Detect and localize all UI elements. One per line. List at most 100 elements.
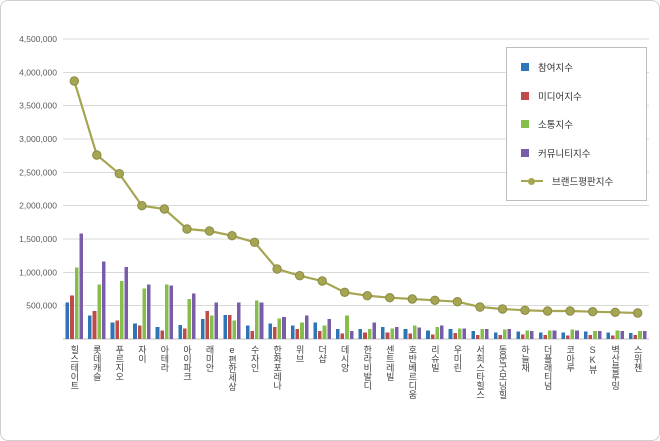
bar-media	[160, 330, 164, 339]
bar-community	[394, 327, 399, 339]
bar-participation	[583, 331, 588, 339]
y-axis-tick-label: 4,000,000	[19, 67, 57, 77]
bar-community	[101, 261, 106, 339]
bar-communication	[255, 300, 259, 339]
bar-media	[520, 334, 525, 339]
bar-community	[214, 302, 219, 339]
y-axis-tick-label: 1,000,000	[19, 267, 57, 277]
bar-participation	[381, 327, 385, 339]
legend-marker-participation-icon	[521, 63, 529, 71]
y-axis-tick-label: 3,000,000	[19, 134, 57, 144]
bar-community	[439, 325, 444, 339]
bar-community	[327, 319, 331, 339]
bar-participation	[110, 322, 115, 339]
bar-communication	[503, 329, 507, 339]
bar-participation	[178, 325, 182, 339]
legend-marker-media-icon	[521, 91, 529, 100]
bar-media	[340, 333, 345, 339]
bar-community	[530, 331, 534, 339]
bar-participation	[516, 331, 520, 339]
bar-participation	[606, 332, 611, 339]
line-marker-icon	[295, 271, 305, 281]
line-marker-icon	[69, 76, 80, 86]
bar-media	[475, 335, 480, 339]
bar-participation	[358, 329, 363, 339]
line-marker-icon	[542, 306, 553, 316]
bar-media	[70, 295, 74, 339]
bar-community	[282, 317, 286, 339]
bar-media	[611, 335, 615, 339]
bar-communication	[232, 320, 237, 339]
legend-item-community: 커뮤니티지수	[521, 146, 638, 160]
line-marker-icon	[497, 304, 508, 314]
bar-participation	[133, 323, 137, 339]
bar-media	[430, 334, 435, 339]
bar-media	[453, 333, 457, 339]
bar-media	[588, 335, 593, 339]
legend-marker-communication-icon	[521, 120, 529, 128]
legend-label-community: 커뮤니티지수	[538, 148, 591, 160]
bar-participation	[290, 325, 295, 339]
line-marker-icon	[204, 226, 215, 236]
bar-participation	[471, 331, 475, 339]
bar-community	[169, 285, 174, 339]
bar-communication	[142, 288, 146, 339]
bar-community	[124, 267, 129, 339]
legend-item-participation: 참여지수	[521, 60, 638, 74]
bar-participation	[268, 323, 273, 339]
bar-communication	[480, 329, 485, 339]
bar-communication	[164, 284, 169, 339]
bar-participation	[493, 332, 498, 339]
bar-community	[507, 329, 512, 339]
bar-communication	[593, 331, 597, 339]
legend-item-media: 미디어지수	[521, 89, 638, 103]
bar-communication	[300, 322, 304, 339]
line-marker-icon	[317, 276, 327, 286]
bar-participation	[448, 329, 453, 339]
line-marker-icon	[385, 293, 395, 303]
line-marker-icon	[452, 297, 463, 307]
bar-participation	[200, 319, 205, 339]
y-axis-tick-label: 3,500,000	[19, 101, 57, 111]
bar-media	[250, 331, 255, 339]
bar-communication	[74, 267, 79, 339]
bar-participation	[88, 315, 92, 339]
y-axis-tick-label: 500,000	[26, 301, 57, 311]
line-marker-icon	[633, 308, 643, 318]
legend-item-brand-reputation: 브랜드평판지수	[521, 174, 638, 188]
bar-community	[417, 327, 422, 339]
bar-media	[633, 335, 638, 339]
line-marker-icon	[362, 291, 372, 301]
bar-community	[237, 302, 241, 339]
line-marker-icon	[227, 231, 237, 241]
bar-communication	[525, 330, 530, 339]
line-marker-icon	[610, 307, 620, 317]
bar-community	[642, 331, 647, 339]
bar-communication	[345, 315, 349, 339]
y-axis-tick-label: 2,500,000	[19, 167, 57, 177]
bar-participation	[313, 322, 318, 339]
legend-label-brand-reputation: 브랜드평판지수	[552, 177, 614, 188]
bar-communication	[277, 318, 282, 339]
bar-media	[227, 315, 232, 339]
legend-label-participation: 참여지수	[538, 63, 573, 74]
bar-communication	[435, 327, 439, 339]
line-marker-icon	[520, 305, 530, 315]
y-axis-tick-label: 2,000,000	[19, 201, 57, 211]
bar-participation	[403, 329, 408, 339]
y-axis-tick-label: 1,500,000	[19, 234, 57, 244]
bar-media	[385, 332, 390, 339]
bar-media	[498, 335, 502, 339]
bar-communication	[390, 328, 394, 339]
legend-label-media: 미디어지수	[538, 91, 582, 103]
bar-communication	[97, 284, 101, 339]
bar-community	[575, 330, 579, 339]
line-marker-icon	[272, 264, 282, 274]
bar-community	[462, 328, 467, 339]
line-marker-icon	[475, 302, 485, 312]
legend: 참여지수 미디어지수 소통지수 커뮤니티지수 브랜드평판지수	[506, 47, 647, 201]
legend-line-marker-icon	[521, 177, 543, 185]
line-marker-icon	[340, 287, 350, 297]
bar-media	[115, 320, 119, 339]
line-marker-icon	[430, 295, 440, 305]
